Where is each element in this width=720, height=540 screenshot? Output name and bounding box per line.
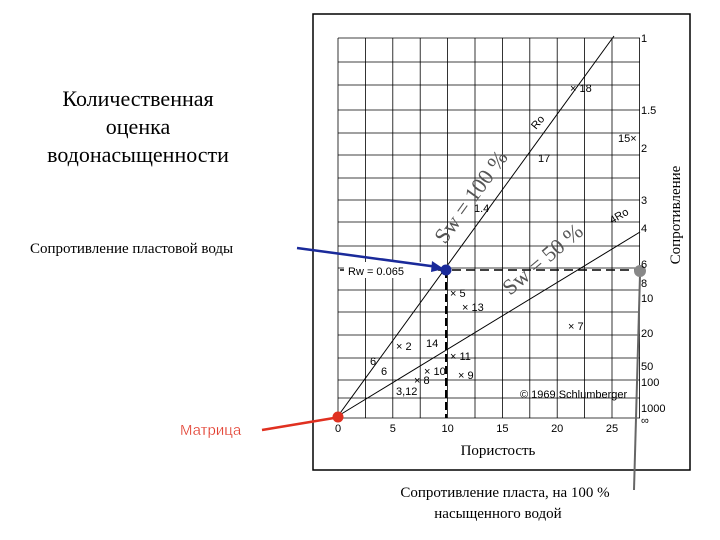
y-tick-label: 2 [641, 143, 647, 155]
point-label: × 9 [458, 370, 474, 382]
y-tick-label: 6 [641, 259, 647, 271]
point-label: 6 [370, 356, 376, 368]
x-tick-label: 25 [606, 423, 618, 435]
sw50-line [337, 231, 641, 417]
title-line: Количественная [62, 86, 213, 111]
y-tick-label: 10 [641, 293, 653, 305]
matrix-point [332, 411, 344, 423]
y-tick-label: 1000 [641, 403, 665, 415]
y-tick-label: 20 [641, 328, 653, 340]
matrix-label: Матрица [180, 422, 242, 439]
rw-label: Rw = 0.065 [348, 266, 404, 278]
point-label: 6 [381, 366, 387, 378]
y-tick-label: 4 [641, 223, 647, 235]
y-tick-label: 8 [641, 278, 647, 290]
point-label: 14 [426, 338, 438, 350]
rw-callout: Сопротивление пластовой воды [30, 241, 233, 257]
point-label: × 7 [568, 321, 584, 333]
y-tick-label: ∞ [641, 415, 649, 427]
point-label: 15× [618, 133, 637, 145]
point-label: × 8 [414, 375, 430, 387]
rw-point [440, 264, 452, 276]
title-line: водонасыщенности [47, 142, 229, 167]
bottom-label: Сопротивление пласта, на 100 % [400, 485, 609, 501]
frame [312, 13, 691, 471]
rw-arrow [296, 246, 439, 269]
ro-point [634, 265, 646, 277]
sw100-line [337, 35, 615, 417]
point-label: 3,12 [396, 386, 417, 398]
y-tick-label: 50 [641, 361, 653, 373]
y-tick-label: 1 [641, 33, 647, 45]
x-tick-label: 0 [335, 423, 341, 435]
ro-arrow [633, 274, 641, 491]
point-label: × 11 [450, 351, 471, 363]
rw-box [344, 262, 436, 278]
title: Количественная оценка водонасыщенности [47, 86, 229, 167]
x-tick-label: 5 [390, 423, 396, 435]
copyright: © 1969 Schlumberger [520, 389, 628, 401]
x-tick-label: 20 [551, 423, 563, 435]
ratio-label: 1.4 [474, 203, 489, 215]
grid [337, 37, 640, 419]
y-tick-label: 3 [641, 195, 647, 207]
bottom-label: насыщенного водой [434, 506, 561, 522]
point-label: 17 [538, 153, 550, 165]
y-axis-label: Сопротивление [668, 165, 684, 264]
x-tick-label: 15 [496, 423, 508, 435]
title-line: оценка [106, 114, 171, 139]
point-label: × 5 [450, 288, 466, 300]
point-label: × 2 [396, 341, 412, 353]
point-label: × 13 [462, 302, 484, 314]
matrix-arrow [261, 416, 335, 432]
y-tick-label: 1.5 [641, 105, 656, 117]
x-axis-label: Пористость [461, 443, 536, 459]
x-tick-label: 10 [441, 423, 453, 435]
point-label: × 18 [570, 83, 592, 95]
point-label: × 10 [424, 366, 446, 378]
y-tick-label: 100 [641, 377, 659, 389]
